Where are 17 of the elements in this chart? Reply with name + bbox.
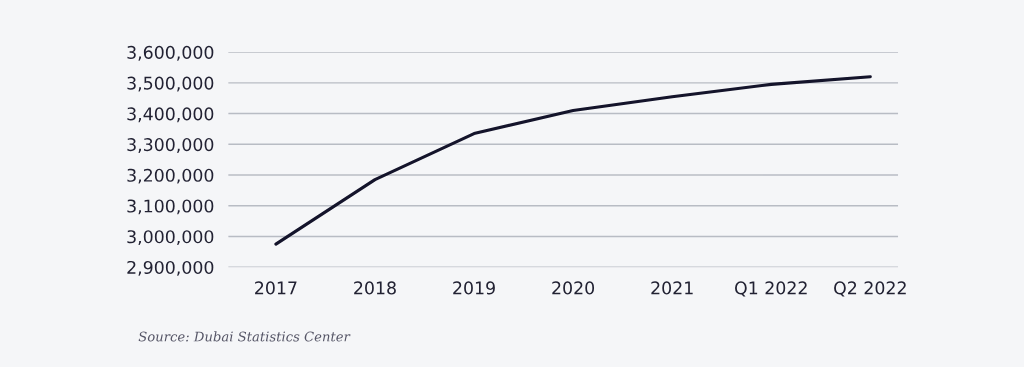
y-tick-label: 2,900,000 — [127, 260, 214, 276]
y-tick-label: 3,000,000 — [127, 230, 214, 246]
x-tick-label: 2020 — [552, 281, 595, 295]
x-tick-label: 2021 — [651, 281, 693, 295]
x-tick-label: 2017 — [255, 281, 297, 295]
x-tick-label: Q2 2022 — [834, 281, 906, 297]
y-tick-label: 3,400,000 — [127, 107, 214, 123]
x-tick-label: 2018 — [354, 281, 396, 295]
y-tick-label: 3,600,000 — [127, 45, 214, 61]
source-note: Source: Dubai Statistics Center — [138, 331, 351, 342]
x-tick-label: 2019 — [453, 281, 495, 295]
y-tick-label: 3,100,000 — [127, 199, 214, 215]
y-tick-label: 3,200,000 — [127, 168, 214, 184]
y-tick-label: 3,500,000 — [127, 76, 214, 92]
y-tick-label: 3,300,000 — [127, 137, 214, 153]
x-tick-label: Q1 2022 — [735, 281, 807, 297]
line-series — [274, 75, 872, 246]
